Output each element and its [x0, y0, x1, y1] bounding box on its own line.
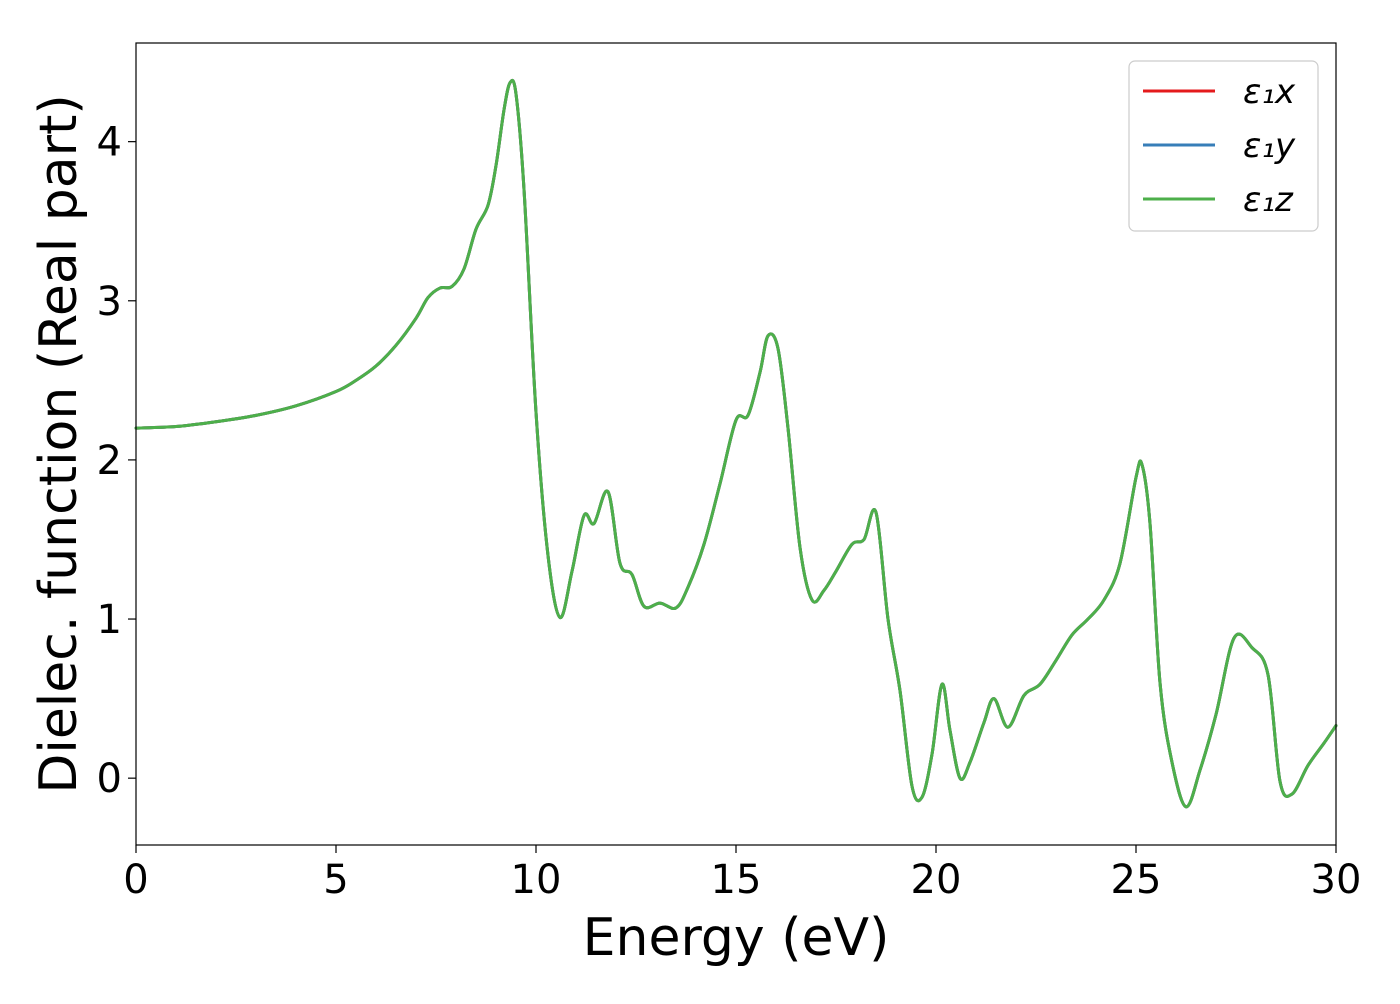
y-axis: 0 1 2 3 4 — [97, 120, 136, 802]
legend-label-1: ε₁x — [1243, 72, 1296, 112]
legend-label-2: ε₁y — [1243, 126, 1296, 166]
y-tick-label: 1 — [97, 597, 122, 643]
x-axis: 0 5 10 15 20 25 30 — [123, 845, 1361, 903]
y-tick-label: 4 — [97, 120, 122, 166]
series-line-3 — [134, 78, 1338, 809]
x-tick-label: 25 — [1111, 857, 1162, 903]
y-tick-label: 0 — [97, 756, 122, 802]
y-tick-label: 2 — [97, 438, 122, 484]
y-axis-title: Dielec. function (Real part) — [29, 94, 89, 793]
series-layer — [134, 78, 1338, 809]
y-tick-label: 3 — [97, 279, 122, 325]
legend-box — [1128, 60, 1319, 232]
x-tick-label: 10 — [511, 857, 562, 903]
legend-label-3: ε₁z — [1243, 180, 1294, 220]
x-tick-label: 20 — [911, 857, 962, 903]
x-tick-label: 15 — [711, 857, 762, 903]
x-tick-label: 5 — [323, 857, 348, 903]
legend: ε₁x ε₁y ε₁z — [1128, 60, 1319, 232]
x-tick-label: 30 — [1311, 857, 1362, 903]
x-tick-label: 0 — [123, 857, 148, 903]
x-axis-title: Energy (eV) — [583, 908, 890, 968]
